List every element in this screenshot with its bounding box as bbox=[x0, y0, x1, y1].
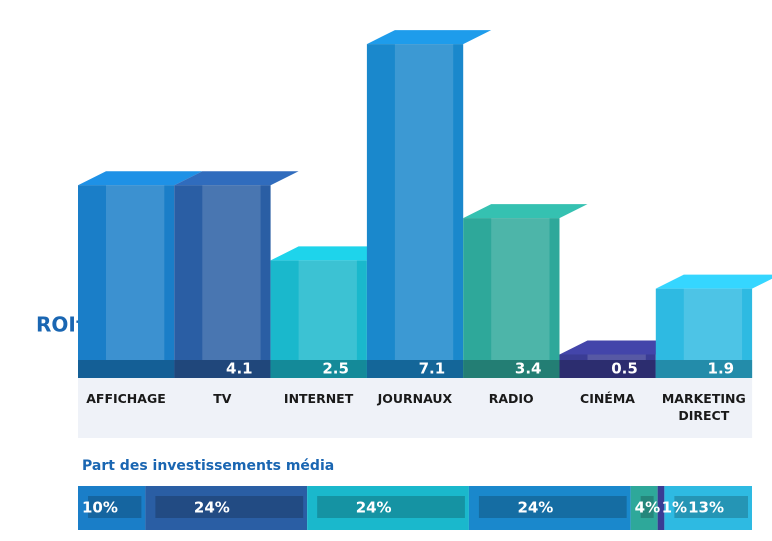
bar-highlight bbox=[491, 218, 550, 360]
data-label: 3.4 bbox=[515, 360, 542, 378]
bar-top bbox=[559, 340, 684, 355]
bar bbox=[78, 185, 175, 378]
x-tick-label: AFFICHAGE bbox=[86, 391, 166, 406]
segment bbox=[657, 486, 665, 530]
data-label: 24% bbox=[517, 499, 553, 517]
x-tick-label: TV bbox=[213, 391, 232, 406]
label-strip bbox=[78, 360, 175, 378]
x-tick-label: JOURNAUX bbox=[377, 391, 453, 406]
data-label: 1% bbox=[662, 499, 687, 517]
bar-highlight bbox=[394, 44, 454, 361]
label-strip bbox=[174, 360, 271, 378]
y-axis-label: ROI† bbox=[36, 313, 86, 337]
bar-top bbox=[270, 246, 395, 261]
bar bbox=[366, 44, 464, 379]
x-tick-label: MARKETING DIRECT bbox=[661, 391, 746, 423]
segment-band bbox=[88, 496, 142, 518]
bar-highlight bbox=[587, 354, 646, 360]
segment-band bbox=[478, 496, 627, 518]
segment-band bbox=[640, 496, 654, 518]
reflection bbox=[78, 378, 753, 438]
data-label: 0.5 bbox=[611, 360, 638, 378]
data-label: 2.5 bbox=[322, 360, 349, 378]
bar-top bbox=[366, 30, 492, 45]
bar-highlight bbox=[106, 185, 165, 360]
bar bbox=[463, 218, 560, 378]
data-label: 24% bbox=[356, 499, 392, 517]
bar-top bbox=[78, 171, 203, 186]
segment-band bbox=[674, 496, 748, 518]
data-label: 24% bbox=[194, 499, 230, 517]
bar-highlight bbox=[202, 185, 261, 360]
data-label: 1.9 bbox=[708, 360, 735, 378]
bar-top bbox=[655, 274, 772, 289]
bar-highlight bbox=[683, 288, 743, 360]
label-strip bbox=[463, 360, 560, 378]
segment-band bbox=[317, 496, 465, 518]
data-label: 13% bbox=[688, 499, 724, 517]
bar-highlight bbox=[298, 260, 357, 360]
x-tick-label: RADIO bbox=[488, 391, 534, 406]
x-tick-label: INTERNET bbox=[283, 391, 354, 406]
label-strip bbox=[559, 360, 656, 378]
data-label: 10% bbox=[82, 499, 118, 517]
bar-top bbox=[174, 171, 299, 186]
label-strip bbox=[655, 360, 753, 378]
chart-title: Part des investissements média bbox=[82, 458, 334, 474]
bar bbox=[174, 185, 271, 378]
label-strip bbox=[366, 360, 464, 378]
bar bbox=[270, 260, 367, 378]
data-label: 7.1 bbox=[419, 360, 446, 378]
segment-band bbox=[155, 496, 304, 518]
bar-top bbox=[463, 204, 588, 219]
label-strip bbox=[270, 360, 367, 378]
data-label: 4% bbox=[635, 499, 660, 517]
x-tick-label: CINÉMA bbox=[580, 391, 635, 406]
data-label: 4.1 bbox=[226, 360, 253, 378]
